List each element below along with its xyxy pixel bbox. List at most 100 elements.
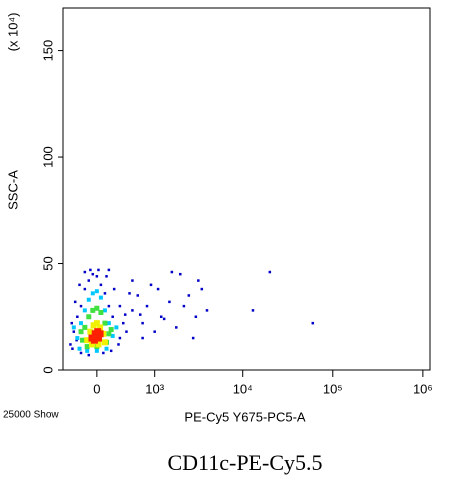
point — [156, 287, 160, 291]
point — [175, 326, 178, 329]
point — [79, 351, 83, 355]
x-tick-label: 10⁴ — [233, 381, 253, 396]
point — [86, 314, 92, 320]
point — [107, 268, 111, 272]
point — [101, 339, 108, 346]
point — [94, 328, 102, 336]
point — [103, 292, 107, 295]
y-tick-label: 0 — [40, 366, 55, 373]
point — [159, 315, 163, 319]
point — [91, 272, 95, 276]
y-tick-label: 50 — [40, 256, 55, 270]
point — [179, 272, 182, 276]
point — [98, 295, 103, 300]
y-multiplier: (x 10⁴) — [5, 13, 20, 52]
event-count: 25000 Show — [3, 410, 59, 421]
x-axis-label: PE-Cy5 Y675-PC5-A — [184, 409, 305, 424]
point — [77, 346, 82, 351]
point — [78, 329, 84, 335]
point — [128, 292, 131, 295]
point — [97, 268, 100, 272]
point — [80, 337, 86, 343]
point — [85, 348, 90, 353]
point — [98, 310, 104, 316]
y-axis-label: SSC-A — [5, 170, 20, 210]
point — [107, 304, 111, 308]
point — [73, 300, 77, 304]
point — [311, 321, 315, 325]
point — [105, 275, 108, 278]
point — [106, 331, 112, 337]
point — [194, 315, 198, 319]
point — [268, 270, 272, 274]
point — [111, 315, 114, 319]
point — [197, 279, 200, 282]
point — [88, 341, 95, 348]
point — [141, 336, 144, 340]
y-tick-label: 100 — [40, 146, 55, 168]
point — [99, 283, 103, 287]
point — [182, 304, 186, 308]
point — [117, 343, 120, 346]
point — [205, 309, 209, 312]
point — [79, 321, 84, 326]
point — [95, 341, 102, 348]
point — [145, 304, 149, 308]
point — [200, 287, 204, 291]
point — [104, 346, 109, 351]
point — [95, 275, 99, 278]
point — [78, 283, 81, 287]
point — [83, 287, 87, 291]
point — [141, 321, 144, 325]
point — [191, 336, 195, 340]
point — [90, 291, 95, 296]
point — [82, 308, 87, 313]
point — [89, 268, 92, 272]
point — [93, 320, 100, 327]
point — [87, 353, 91, 357]
point — [153, 330, 156, 333]
point — [139, 313, 142, 316]
point — [170, 270, 174, 274]
point — [87, 328, 94, 335]
point — [86, 297, 91, 302]
point — [70, 321, 74, 325]
x-tick-label: 10⁶ — [413, 381, 433, 396]
point — [106, 321, 111, 326]
point — [131, 279, 134, 282]
point — [109, 349, 113, 353]
point — [71, 325, 76, 330]
x-tick-label: 0 — [93, 381, 100, 396]
point — [75, 338, 78, 342]
point — [122, 321, 125, 325]
point — [94, 305, 100, 311]
point — [84, 344, 90, 350]
point — [94, 334, 102, 342]
point — [187, 294, 191, 297]
x-tick-label: 10⁵ — [323, 381, 343, 396]
point — [83, 270, 87, 274]
point — [162, 317, 166, 321]
point — [90, 322, 97, 329]
point — [69, 343, 72, 346]
x-tick-label: 10³ — [145, 381, 164, 396]
point — [94, 348, 99, 353]
point — [76, 315, 79, 319]
point — [112, 287, 116, 291]
point — [125, 330, 128, 333]
point — [131, 309, 134, 312]
point — [123, 313, 127, 316]
point — [118, 336, 122, 340]
point — [108, 327, 114, 333]
y-tick-label: 150 — [40, 40, 55, 62]
point — [118, 304, 122, 308]
point — [75, 336, 80, 341]
caption: CD11c-PE-Cy5.5 — [167, 450, 322, 475]
point — [90, 307, 96, 313]
plot-frame — [62, 7, 431, 371]
point — [149, 283, 153, 287]
point — [136, 294, 140, 297]
point — [94, 289, 99, 294]
